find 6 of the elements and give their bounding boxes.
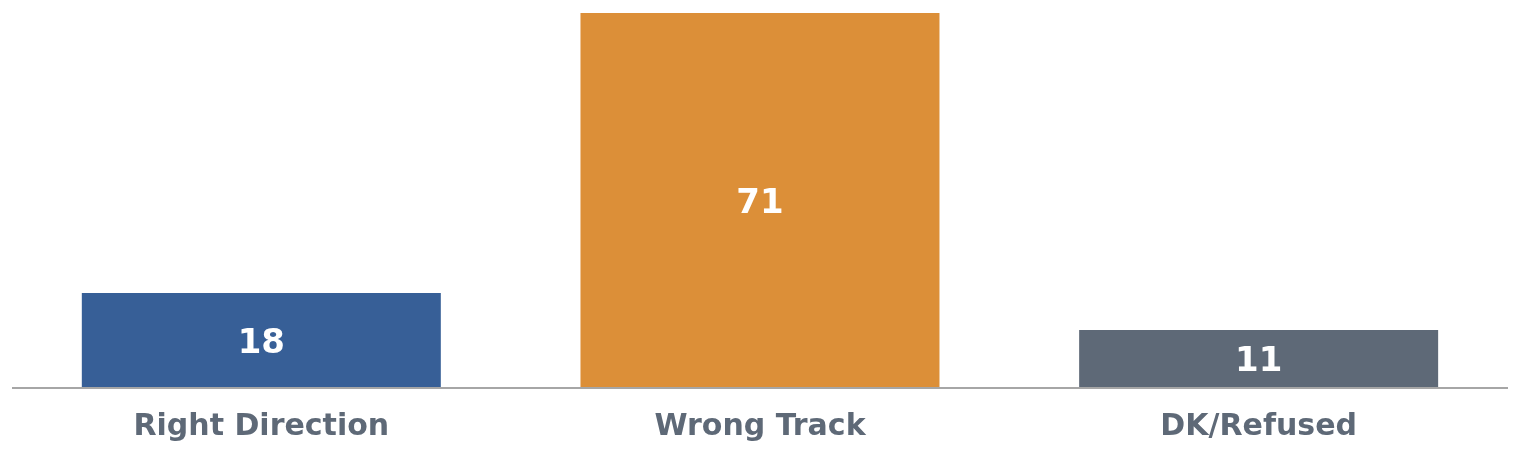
data-label: 71: [736, 180, 784, 221]
x-tick-label: Wrong Track: [654, 407, 867, 443]
x-tick-label: Right Direction: [133, 407, 390, 443]
x-tick-label: DK/Refused: [1160, 407, 1357, 443]
data-label: 18: [237, 320, 285, 361]
data-label: 11: [1234, 339, 1283, 380]
